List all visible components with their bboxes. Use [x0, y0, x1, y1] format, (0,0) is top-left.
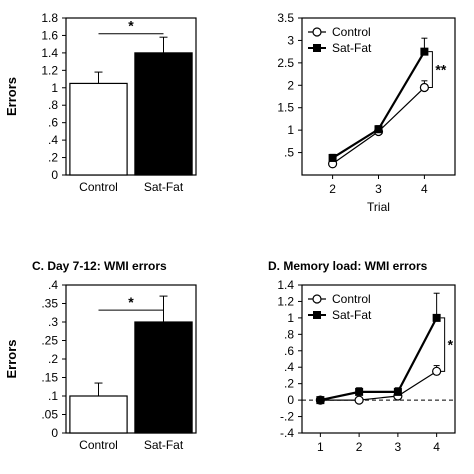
y-tick-label: .5 — [284, 146, 294, 160]
y-tick-label: 2 — [287, 78, 294, 92]
y-tick-label: 1 — [287, 123, 294, 137]
data-point — [419, 82, 429, 93]
bar-sat-fat — [134, 321, 193, 434]
y-tick-label: 0 — [51, 168, 58, 182]
y-tick-label: 0 — [287, 393, 294, 407]
y-tick-label: .15 — [41, 371, 58, 385]
data-point — [316, 396, 325, 405]
y-tick-label: 3.5 — [277, 11, 294, 25]
x-tick-label: 3 — [375, 182, 382, 196]
x-tick-label: 2 — [356, 440, 363, 454]
panel-title: D. Memory load: WMI errors — [268, 259, 428, 273]
plot-frame — [301, 17, 456, 176]
data-point — [355, 387, 364, 396]
y-tick-label: .4 — [48, 133, 58, 147]
series-line-sat-fat — [320, 317, 438, 402]
significance-marker: * — [128, 18, 134, 34]
data-point — [328, 153, 337, 162]
panel-B: .5 1 1.5 2 2.5 3 3.5 Trial 2 3 4 Control Sat-Fat ** — [277, 11, 456, 214]
significance-marker: ** — [435, 62, 446, 78]
x-tick-label: 4 — [433, 440, 440, 454]
y-tick-label: .2 — [284, 377, 294, 391]
y-tick-label: .35 — [41, 297, 58, 311]
y-tick-label: .2 — [48, 151, 58, 165]
y-tick-label: .05 — [41, 408, 58, 422]
legend-marker — [312, 294, 322, 304]
y-tick-label: .4 — [48, 278, 58, 292]
y-tick-label: .6 — [48, 116, 58, 130]
x-tick-label: 2 — [329, 182, 336, 196]
data-point — [432, 313, 441, 322]
y-tick-label: 1.4 — [277, 278, 294, 292]
y-tick-label: 1 — [51, 81, 58, 95]
data-point — [420, 47, 429, 56]
y-tick-label: .3 — [48, 315, 58, 329]
legend-label: Control — [332, 25, 371, 39]
data-point — [393, 387, 402, 396]
panel-A: 0 .2 .4 .6 .8 1 1.2 1.4 1.6 1.8 Errors Control Sat-F… — [4, 11, 197, 194]
data-point — [432, 366, 442, 376]
legend-label: Sat-Fat — [332, 41, 372, 55]
y-tick-label: .8 — [284, 327, 294, 341]
y-tick-label: -.4 — [280, 426, 294, 440]
legend-marker — [312, 27, 322, 37]
legend-marker — [313, 44, 321, 52]
x-tick-label: Sat-Fat — [144, 438, 184, 452]
y-tick-label: 2.5 — [277, 56, 294, 70]
legend-label: Sat-Fat — [332, 308, 372, 322]
y-tick-label: 1.4 — [41, 46, 58, 60]
legend-marker — [313, 311, 321, 319]
bar-control — [69, 82, 128, 176]
y-tick-label: 1.2 — [277, 294, 294, 308]
x-tick-label: 1 — [317, 440, 324, 454]
significance-marker: * — [128, 294, 134, 310]
y-tick-label: .6 — [284, 344, 294, 358]
legend-label: Control — [332, 292, 371, 306]
y-tick-label: 1.8 — [41, 11, 58, 25]
x-tick-label: 4 — [421, 182, 428, 196]
panel-title: C. Day 7-12: WMI errors — [32, 259, 167, 273]
y-tick-label: .1 — [48, 389, 58, 403]
series-line-sat-fat — [332, 51, 426, 159]
plot-frame — [65, 17, 197, 176]
x-tick-label: Sat-Fat — [144, 180, 184, 194]
data-point — [354, 395, 364, 405]
y-axis-label: Errors — [4, 339, 19, 378]
y-tick-label: .25 — [41, 334, 58, 348]
panel-D: -.4 -.2 0 .2 .4 .6 .8 1 1.2 1.4 D. Memory load: WM… — [268, 259, 456, 454]
y-tick-label: .4 — [284, 360, 294, 374]
y-tick-label: 1.6 — [41, 28, 58, 42]
panel-C: 0 .05 .1 .15 .2 .25 .3 .35 .4 C. Day 7-12: WMI er… — [4, 259, 197, 452]
data-point — [374, 125, 383, 134]
y-axis-label: Errors — [4, 77, 19, 116]
y-tick-label: 3 — [287, 33, 294, 47]
plot-frame — [301, 284, 456, 434]
x-axis-label: Trial — [367, 200, 390, 214]
y-tick-label: -.2 — [280, 410, 294, 424]
x-tick-label: 3 — [395, 440, 402, 454]
y-tick-label: .8 — [48, 98, 58, 112]
x-tick-label: Control — [79, 438, 118, 452]
y-tick-label: 0 — [51, 426, 58, 440]
significance-bracket — [440, 317, 446, 372]
bar-control — [69, 395, 128, 434]
y-tick-label: .2 — [48, 352, 58, 366]
y-tick-label: 1 — [287, 311, 294, 325]
series-line-control — [320, 370, 437, 401]
bar-sat-fat — [134, 52, 193, 176]
y-tick-label: 1.5 — [277, 101, 294, 115]
significance-bracket — [428, 51, 433, 89]
significance-marker: * — [448, 337, 454, 353]
x-tick-label: Control — [79, 180, 118, 194]
y-tick-label: 1.2 — [41, 63, 58, 77]
